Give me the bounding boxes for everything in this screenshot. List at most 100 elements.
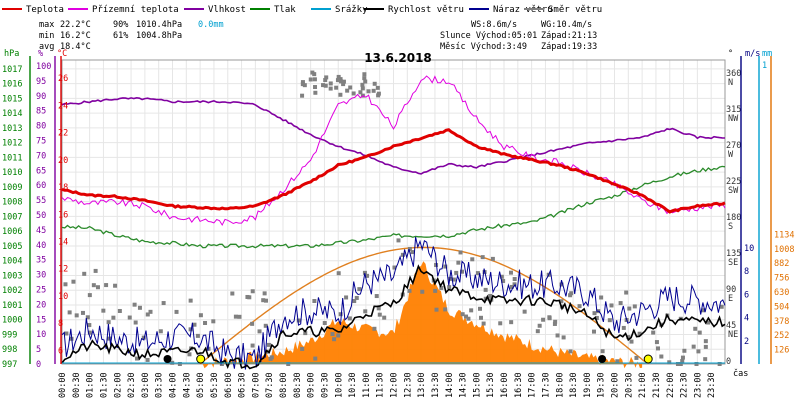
wind-direction-point <box>680 359 685 364</box>
wind-direction-point <box>433 288 438 293</box>
wind-direction-point <box>313 85 318 90</box>
wind-direction-point <box>366 89 371 94</box>
mm-tick-label: 1 <box>762 61 767 71</box>
wind-direction-point <box>569 291 574 296</box>
wind-direction-point <box>464 314 469 319</box>
wind-direction-point <box>230 291 235 296</box>
wind-direction-point <box>257 329 262 334</box>
hpa-tick-label: 1011 <box>2 153 22 163</box>
ms-tick-label: 6 <box>744 290 749 300</box>
x-tick-label: 05:30 <box>210 372 220 398</box>
solar-tick-label: 504 <box>774 302 789 312</box>
celsius-tick-label: 18 <box>58 183 68 193</box>
wind-direction-point <box>376 306 381 311</box>
wind-direction-point <box>263 323 268 328</box>
wind-direction-point <box>363 79 368 84</box>
hpa-tick-label: 1014 <box>2 109 22 119</box>
wind-direction-point <box>594 315 599 320</box>
hpa-tick-label: 1003 <box>2 271 22 281</box>
x-tick-label: 15:30 <box>486 372 496 398</box>
wind-direction-point <box>475 271 480 276</box>
pct-tick-label: 75 <box>36 136 46 146</box>
wind-direction-point <box>552 321 557 326</box>
wind-direction-point <box>372 326 377 331</box>
wind-direction-point <box>300 80 305 85</box>
solar-tick-label: 126 <box>774 346 789 356</box>
wind-direction-point <box>568 293 573 298</box>
wind-direction-point <box>310 70 315 75</box>
x-tick-label: 16:30 <box>514 372 524 398</box>
wind-direction-point <box>701 308 706 313</box>
wind-direction-point <box>478 315 483 320</box>
wind-direction-point <box>338 312 343 317</box>
wind-direction-point <box>509 320 514 325</box>
wind-direction-point <box>137 305 142 310</box>
wind-direction-point <box>145 312 150 317</box>
wind-direction-point <box>541 317 546 322</box>
dir-tick-label: 45 <box>726 321 736 331</box>
wind-direction-point <box>667 360 672 365</box>
wind-direction-point <box>188 298 193 303</box>
x-tick-label: 14:00 <box>445 372 455 398</box>
pct-tick-label: 80 <box>36 122 46 132</box>
ms-tick-label: 10 <box>744 244 754 254</box>
wind-direction-point <box>357 287 362 292</box>
wind-direction-point <box>407 246 412 251</box>
wind-direction-point <box>87 293 92 298</box>
wind-direction-point <box>615 359 620 364</box>
stats-min-label: min <box>39 31 54 41</box>
x-tick-label: 13:30 <box>431 372 441 398</box>
hpa-tick-label: 1002 <box>2 286 22 296</box>
pct-tick-label: 40 <box>36 241 46 251</box>
pct-tick-label: 45 <box>36 226 46 236</box>
wind-direction-point <box>460 312 465 317</box>
wind-direction-point <box>313 356 318 361</box>
hpa-tick-label: 1001 <box>2 301 22 311</box>
hpa-tick-label: 1010 <box>2 168 22 178</box>
wind-direction-point <box>268 356 273 361</box>
wind-direction-point <box>336 74 341 79</box>
series-humidity <box>61 96 726 175</box>
hpa-tick-label: 997 <box>2 360 17 370</box>
stats-ws: WS:8.6m/s <box>471 20 517 30</box>
x-tick-label: 22:30 <box>680 372 690 398</box>
wind-direction-point <box>345 88 350 93</box>
wind-direction-point <box>719 304 724 309</box>
stats-max-temp: 22.2°C <box>60 20 91 30</box>
wind-direction-point <box>451 277 456 282</box>
stats-block: max 22.2°C 90% 1010.4hPa 0.0mm min 16.2°… <box>39 20 597 52</box>
wind-direction-point <box>420 289 425 294</box>
hpa-tick-label: 1012 <box>2 139 22 149</box>
wind-direction-point <box>372 81 377 86</box>
x-tick-label: 01:00 <box>86 372 96 398</box>
wind-direction-point <box>703 339 708 344</box>
wind-direction-point <box>458 250 463 255</box>
celsius-axis-unit: °C <box>57 49 67 59</box>
dir-tick-label: NW <box>728 114 739 124</box>
pct-tick-label: 85 <box>36 107 46 117</box>
wind-direction-point <box>296 318 301 323</box>
wind-direction-point <box>717 362 722 366</box>
hpa-tick-label: 1000 <box>2 316 22 326</box>
series-temperature <box>61 128 726 214</box>
wind-direction-point <box>559 299 564 304</box>
solar-tick-label: 756 <box>774 274 789 284</box>
pct-axis-unit: % <box>38 49 43 59</box>
wind-direction-point <box>101 308 106 313</box>
legend-label: Rychlost větru <box>388 5 464 15</box>
dir-tick-label: 135 <box>726 249 741 259</box>
celsius-tick-label: 16 <box>58 210 68 220</box>
hpa-tick-label: 1007 <box>2 212 22 222</box>
wind-direction-point <box>237 314 242 319</box>
x-tick-label: 14:30 <box>459 372 469 398</box>
wind-direction-point <box>358 90 363 95</box>
wind-direction-point <box>198 313 203 318</box>
stats-moon-set: Západ:19:33 <box>541 42 597 52</box>
wind-direction-point <box>561 335 566 340</box>
wind-direction-point <box>262 291 267 296</box>
wind-direction-point <box>177 362 182 366</box>
wind-direction-point <box>377 312 382 317</box>
wind-direction-point <box>577 304 582 309</box>
x-tick-label: 07:00 <box>251 372 261 398</box>
